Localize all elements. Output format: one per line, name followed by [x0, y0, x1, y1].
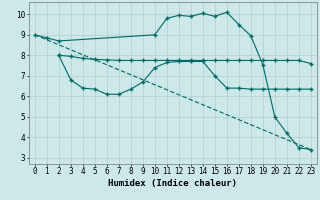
X-axis label: Humidex (Indice chaleur): Humidex (Indice chaleur) [108, 179, 237, 188]
